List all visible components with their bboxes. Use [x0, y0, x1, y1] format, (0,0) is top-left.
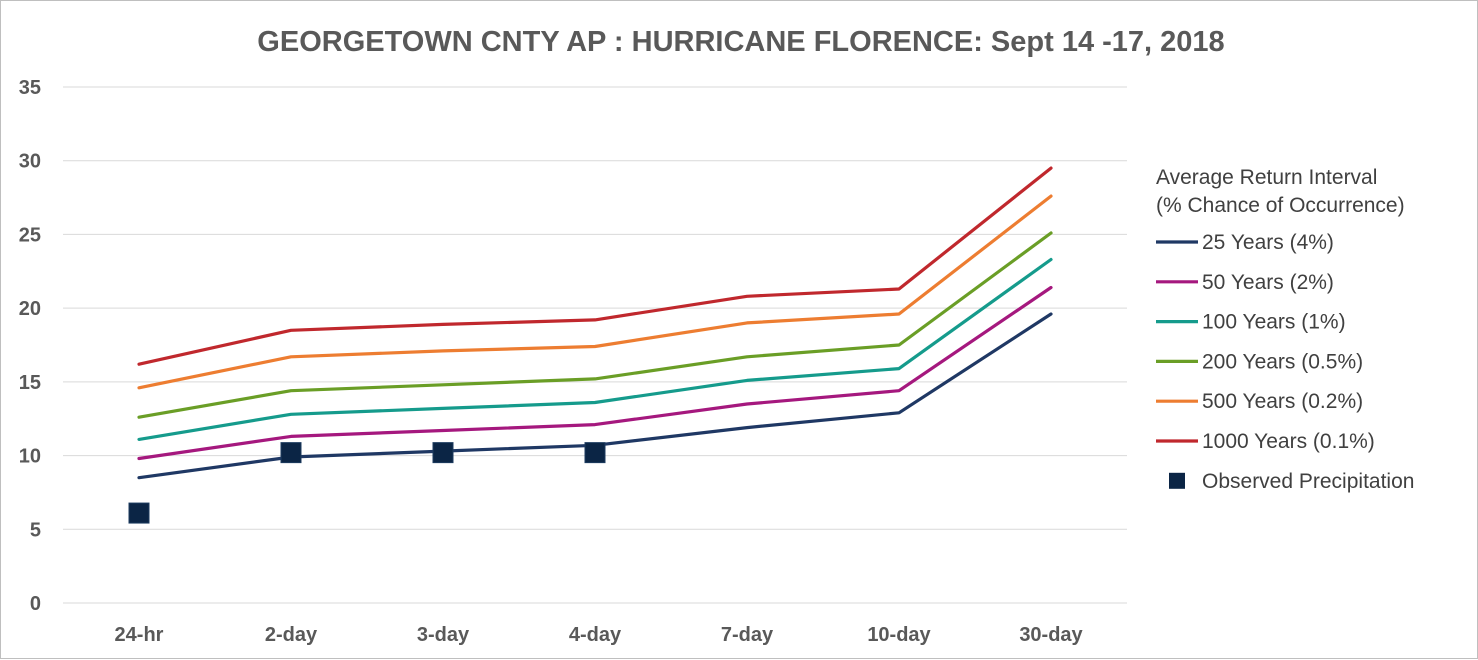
x-axis-ticks: 24-hr 2-day 3-day 4-day 7-day 10-day 30-day [115, 624, 1084, 646]
observed-point [584, 442, 606, 464]
y-tick-label: 35 [19, 77, 41, 99]
legend-label-1: 50 Years (2%) [1202, 271, 1334, 294]
legend-label-3: 200 Years (0.5%) [1202, 350, 1363, 373]
y-axis-ticks: 0 5 10 15 20 25 30 35 [19, 77, 41, 615]
series-line-3 [137, 231, 1053, 419]
y-tick-label: 10 [19, 446, 41, 468]
x-tick-label: 4-day [569, 624, 622, 646]
y-tick-label: 25 [19, 224, 41, 246]
x-tick-label: 2-day [265, 624, 318, 646]
x-tick-label: 10-day [867, 624, 931, 646]
x-tick-label: 24-hr [115, 624, 164, 646]
legend-label-2: 100 Years (1%) [1202, 311, 1346, 334]
legend-title-line2: (% Chance of Occurrence) [1156, 194, 1405, 217]
legend-title-line1: Average Return Interval [1156, 166, 1377, 189]
legend-label-4: 500 Years (0.2%) [1202, 390, 1363, 413]
series-line-5 [137, 166, 1053, 366]
y-tick-label: 5 [30, 519, 41, 541]
legend-label-5: 1000 Years (0.1%) [1202, 430, 1375, 453]
series-line-2 [137, 257, 1053, 441]
y-tick-label: 15 [19, 372, 41, 394]
observed-point [280, 442, 302, 464]
x-tick-label: 7-day [721, 624, 774, 646]
observed-markers [128, 442, 606, 524]
chart-title: GEORGETOWN CNTY AP : HURRICANE FLORENCE:… [257, 26, 1224, 58]
series-line-1 [137, 285, 1053, 461]
y-tick-label: 20 [19, 298, 41, 320]
y-tick-label: 0 [30, 593, 41, 615]
x-tick-label: 3-day [417, 624, 470, 646]
x-tick-label: 30-day [1019, 624, 1083, 646]
legend-label-0: 25 Years (4%) [1202, 231, 1334, 254]
legend: Average Return Interval (% Chance of Occ… [1156, 166, 1414, 493]
y-tick-label: 30 [19, 151, 41, 173]
legend-swatch-observed [1169, 472, 1185, 489]
observed-point [432, 442, 454, 464]
series-line-4 [137, 194, 1053, 390]
observed-point [128, 502, 150, 524]
series-lines [137, 166, 1053, 480]
legend-label-observed: Observed Precipitation [1202, 470, 1414, 493]
